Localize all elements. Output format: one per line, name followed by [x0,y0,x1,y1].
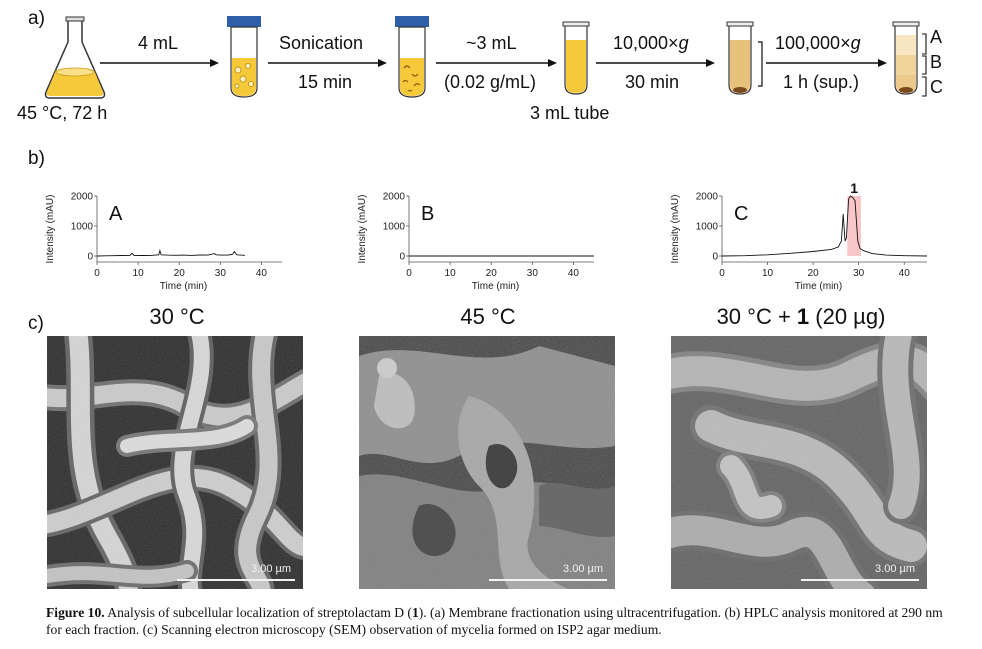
fractionated-tube-icon [892,21,920,95]
step-5-duration: 1 h (sup.) [783,72,860,92]
x-tick-label: 30 [853,268,865,279]
x-tick-label: 30 [527,268,539,279]
small-tube-icon [562,21,590,95]
step-4-duration: 30 min [625,72,680,92]
x-tick-label: 0 [406,268,412,279]
step-2-duration: 15 min [298,72,353,92]
y-tick-label: 1000 [383,222,406,233]
x-tick-label: 30 [215,268,227,279]
x-tick-label: 40 [256,268,268,279]
figure-label: Figure 10. [46,605,105,620]
x-axis-label: Time (min) [160,281,207,292]
step-1-volume: 4 mL [138,33,179,53]
y-tick-label: 0 [399,252,405,263]
chart-panel-letter: C [734,203,748,225]
y-axis-label: Intensity (mAU) [357,195,368,264]
chromatogram-trace [96,248,246,257]
panel-c-label: c) [28,313,44,334]
centrifuged-tube-icon [726,21,754,95]
fraction-a-label: A [930,27,943,47]
sem-image-45c: 3.00 µm [359,336,615,589]
scale-bar-45c [489,579,607,581]
flask-caption: 45 °C, 72 h [17,103,108,123]
x-tick-label: 0 [719,268,725,279]
x-tick-label: 20 [174,268,186,279]
chart-panel-letter: A [109,203,123,225]
x-tick-label: 0 [94,268,100,279]
step-2-label: Sonication [279,33,364,53]
panel-a-label: a) [28,8,45,29]
panel-b-label: b) [28,148,45,169]
fraction-b-label: B [930,52,943,72]
x-tick-label: 20 [486,268,498,279]
tube-caption: 3 mL tube [530,103,610,123]
x-tick-label: 10 [445,268,457,279]
hplc-chart-fraction-b: 0 10 20 30 40 0 1000 2000 Time (min) Intensity (m… [357,192,594,292]
sonicated-tube-icon [395,16,429,98]
sem-image-30c-compound: 3.00 µm [671,336,927,589]
tube-with-cells-icon [227,16,261,98]
step-4-speed: 10,000×g [613,33,689,53]
x-tick-label: 10 [762,268,774,279]
x-tick-label: 40 [899,268,911,279]
y-tick-label: 1000 [696,222,719,233]
y-axis-label: Intensity (mAU) [45,195,56,264]
chart-panel-letter: B [421,203,434,225]
x-tick-label: 40 [568,268,580,279]
y-tick-label: 0 [712,252,718,263]
sem-title-30c: 30 °C [149,304,205,329]
y-axis-label: Intensity (mAU) [670,195,681,264]
figure-caption: Figure 10. Analysis of subcellular local… [46,605,943,637]
scale-label-30c-compound: 3.00 µm [875,563,915,575]
scale-bar-30c-compound [801,579,919,581]
fractionation-scheme [44,16,927,99]
x-axis-label: Time (min) [795,281,842,292]
sem-title-30c-compound: 30 °C + 1 (20 µg) [716,304,886,329]
chromatogram-trace [721,195,928,257]
step-3-concentration: (0.02 g/mL) [444,72,537,92]
hplc-chart-fraction-c: 0 10 20 30 40 0 1000 2000 Time (min) Intensity (m… [670,180,928,292]
y-tick-label: 1000 [71,222,94,233]
step-3-volume: ~3 mL [466,33,517,53]
sem-image-30c: 3.00 µm [47,336,303,589]
y-tick-label: 0 [87,252,93,263]
y-tick-label: 2000 [71,192,94,203]
scale-bar-30c [177,579,295,581]
scale-label-45c: 3.00 µm [563,563,603,575]
y-tick-label: 2000 [383,192,406,203]
step-5-speed: 100,000×g [775,33,861,53]
x-tick-label: 10 [133,268,145,279]
fraction-c-label: C [930,77,943,97]
x-tick-label: 20 [808,268,820,279]
y-tick-label: 2000 [696,192,719,203]
scale-label-30c: 3.00 µm [251,563,291,575]
hplc-chart-fraction-a: 0 10 20 30 40 0 1000 2000 Time (min) Intensity (m… [45,192,282,292]
sem-title-45c: 45 °C [460,304,516,329]
culture-flask-icon [44,16,106,99]
peak-label: 1 [850,180,858,196]
peak-highlight [847,196,861,256]
x-axis-label: Time (min) [472,281,519,292]
